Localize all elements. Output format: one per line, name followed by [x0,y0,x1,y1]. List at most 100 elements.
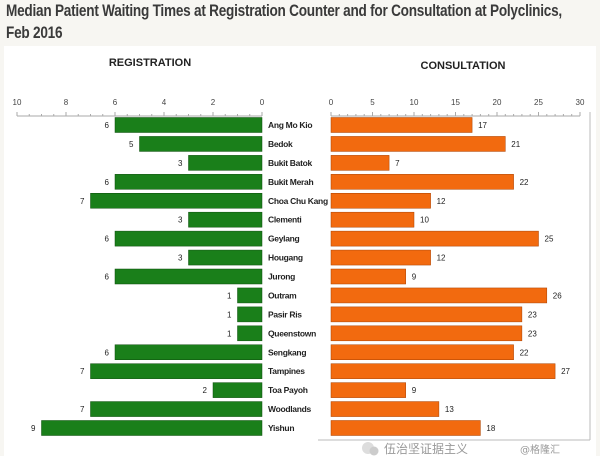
category-label: Outram [268,290,297,300]
registration-bar-geylang [114,230,263,247]
consultation-tick-label: 5 [370,98,375,107]
category-label: Geylang [268,234,300,244]
registration-value-label: 9 [31,424,36,433]
consultation-bar-queenstown [330,325,523,342]
consultation-tick-label: 30 [576,98,585,107]
registration-bar-bedok [139,136,263,152]
registration-bar-hougang [188,249,263,266]
consultation-bar-bukit-batok [330,155,390,171]
category-label: Hougang [268,253,303,263]
category-label: Pasir Ris [268,309,302,319]
registration-value-label: 3 [178,216,183,225]
registration-title: REGISTRATION [109,57,191,69]
registration-tick-label: 8 [64,98,69,107]
watermark-text: 伍治坚证据主义 [384,442,468,456]
registration-bar-queenstown [237,325,263,342]
registration-bar-toa-payoh [212,382,263,398]
consultation-bar-jurong [330,268,406,285]
registration-bar-ang-mo-kio [114,117,263,133]
consultation-value-label: 7 [395,159,400,168]
category-label: Choa Chu Kang [268,196,328,206]
registration-value-label: 1 [227,310,232,319]
consultation-bar-outram [330,287,548,304]
consultation-bar-tampines [330,363,556,379]
registration-bar-choa-chu-kang [90,193,263,209]
registration-bar-jurong [114,268,263,285]
consultation-bar-pasir-ris [330,306,523,323]
category-label: Toa Payoh [268,385,308,395]
category-label: Bukit Batok [268,158,313,168]
watermark-handle: @格隆汇 [520,443,560,456]
consultation-value-label: 23 [528,310,537,319]
registration-value-label: 5 [129,140,134,149]
consultation-bar-hougang [330,249,431,266]
registration-tick-label: 4 [162,98,167,107]
consultation-bar-sengkang [330,344,514,360]
consultation-value-label: 9 [412,273,417,282]
chart-title: Median Patient Waiting Times at Registra… [6,1,562,42]
category-label: Yishun [268,423,294,433]
registration-bar-clementi [188,211,263,228]
consultation-tick-label: 0 [329,98,334,107]
consultation-tick-label: 15 [451,98,460,107]
registration-tick-label: 2 [211,98,216,107]
consultation-tick-label: 10 [410,98,419,107]
registration-value-label: 3 [178,159,183,168]
registration-value-label: 7 [80,405,85,414]
consultation-value-label: 22 [520,178,529,187]
registration-value-label: 6 [105,348,110,357]
registration-bar-bukit-merah [114,174,263,190]
registration-tick-label: 0 [260,98,265,107]
consultation-value-label: 22 [520,348,529,357]
registration-bar-bukit-batok [188,155,263,171]
consultation-bar-ang-mo-kio [330,117,473,133]
consultation-value-label: 23 [528,329,537,338]
category-label: Woodlands [268,404,312,414]
consultation-bar-bukit-merah [330,174,514,190]
consultation-value-label: 27 [561,367,570,376]
registration-value-label: 6 [105,273,110,282]
registration-value-label: 1 [227,291,232,300]
chart: REGISTRATION024681065367363611167279Ang … [4,46,596,456]
registration-bar-tampines [90,363,263,379]
registration-value-label: 6 [105,178,110,187]
registration-tick-label: 10 [13,98,22,107]
consultation-tick-label: 25 [534,98,543,107]
category-label: Ang Mo Kio [268,120,312,130]
consultation-value-label: 26 [553,291,562,300]
consultation-bar-geylang [330,230,539,247]
consultation-bar-woodlands [330,401,440,417]
category-label: Tampines [268,366,305,376]
category-label: Jurong [268,272,295,282]
registration-bar-outram [237,287,263,304]
consultation-value-label: 9 [412,386,417,395]
registration-bar-woodlands [90,401,263,417]
wechat-icon-bubble [369,446,379,456]
consultation-value-label: 12 [437,197,446,206]
category-label: Bukit Merah [268,177,313,187]
consultation-value-label: 12 [437,254,446,263]
category-label: Clementi [268,215,302,225]
consultation-bar-clementi [330,211,415,228]
consultation-value-label: 21 [511,140,520,149]
consultation-value-label: 13 [445,405,454,414]
category-label: Queenstown [268,328,316,338]
registration-tick-label: 6 [113,98,118,107]
registration-value-label: 7 [80,367,85,376]
consultation-tick-label: 20 [493,98,502,107]
consultation-bar-choa-chu-kang [330,193,431,209]
registration-bar-pasir-ris [237,306,263,323]
registration-bar-sengkang [114,344,263,360]
category-label: Sengkang [268,347,306,357]
consultation-bar-yishun [330,420,481,436]
consultation-value-label: 10 [420,216,429,225]
registration-value-label: 6 [105,121,110,130]
consultation-value-label: 18 [486,424,495,433]
registration-bar-yishun [41,420,263,436]
category-label: Bedok [268,139,293,149]
consultation-value-label: 17 [478,121,487,130]
registration-value-label: 6 [105,235,110,244]
consultation-bar-toa-payoh [330,382,406,398]
registration-value-label: 7 [80,197,85,206]
consultation-bar-bedok [330,136,506,152]
